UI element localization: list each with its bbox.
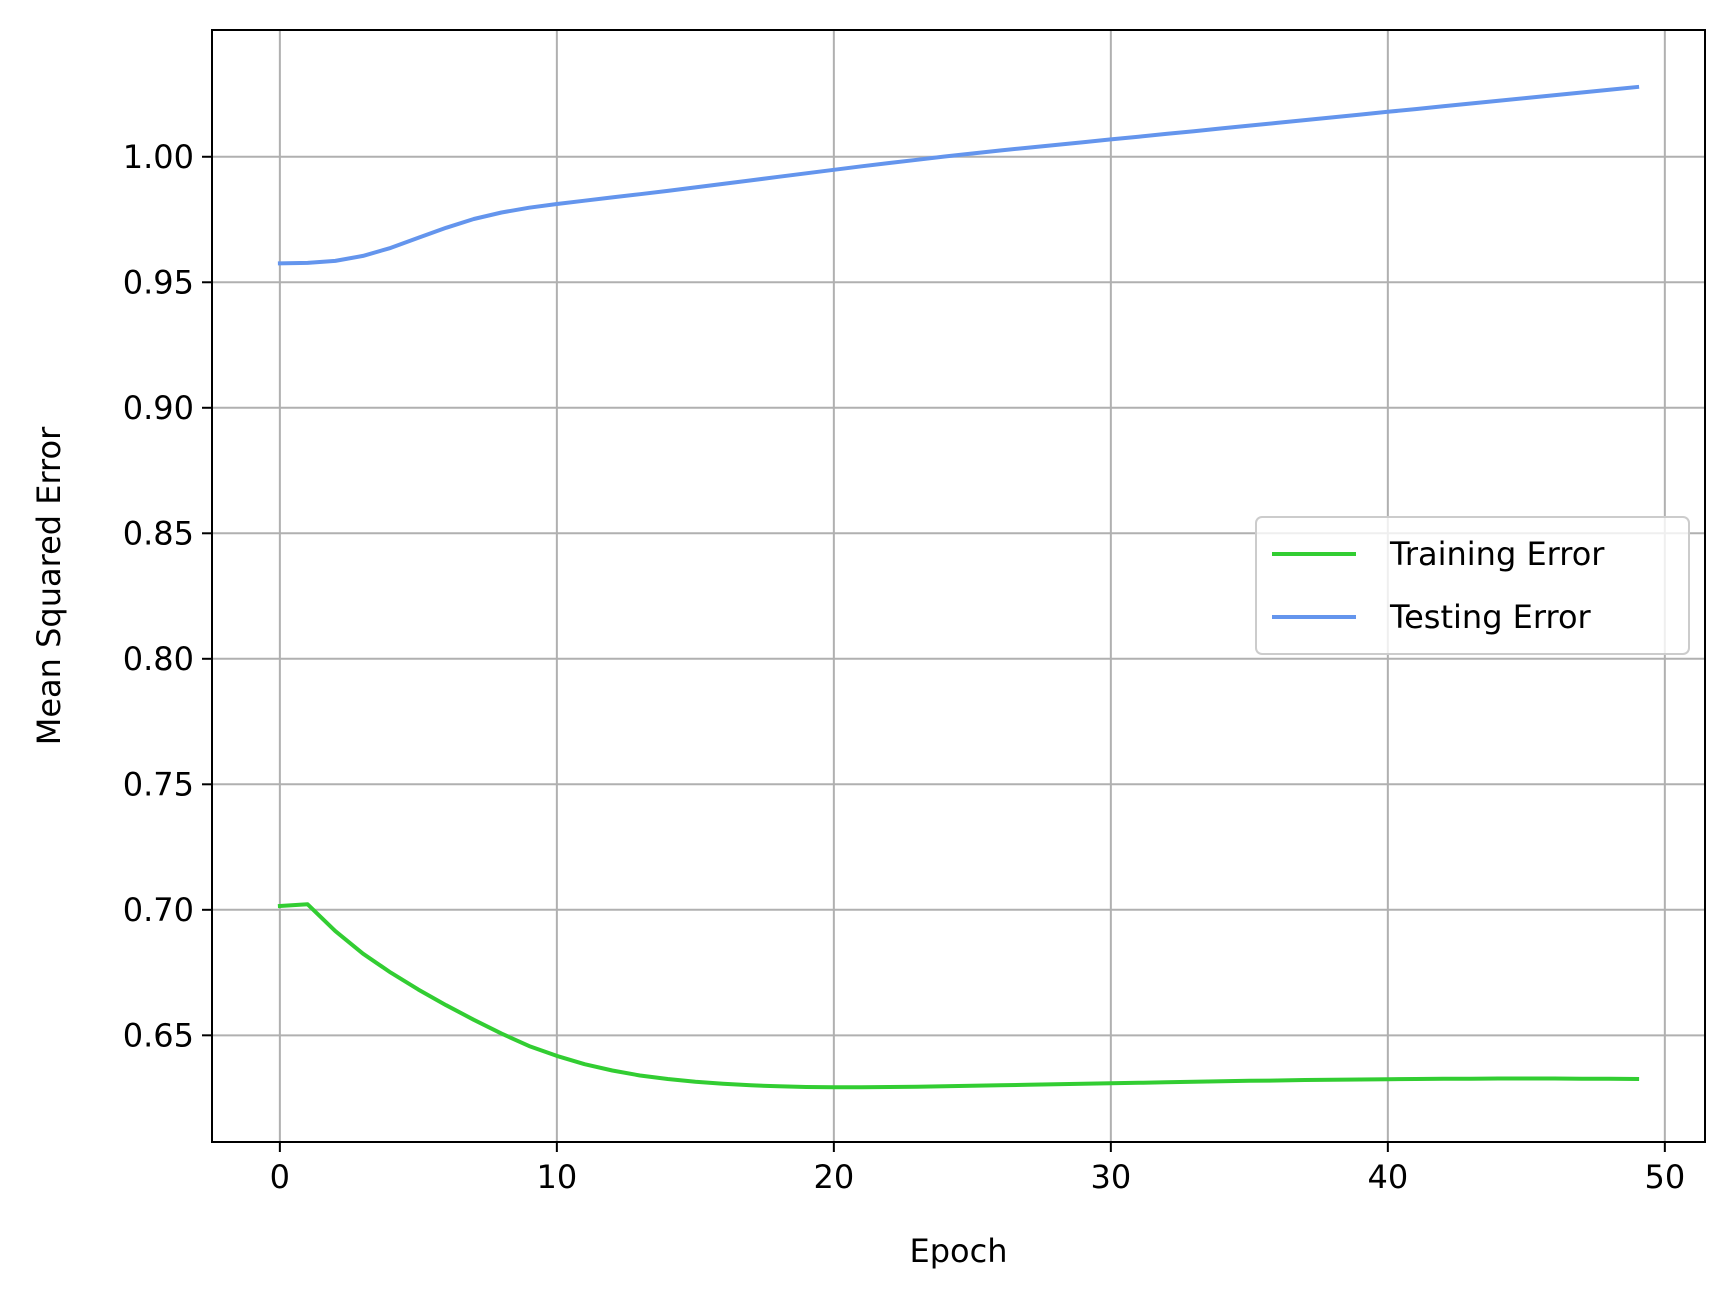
y-tick-label: 0.75 — [123, 765, 194, 803]
legend-box — [1255, 516, 1690, 655]
x-tick-label: 50 — [1644, 1158, 1685, 1196]
testing-error-line — [277, 84, 1640, 266]
y-tick-label: 0.70 — [123, 891, 194, 929]
axis-ticks: 0 10 20 30 40 50 0.65 0.70 0.75 0.80 0.85 0.90 0.95 1… — [123, 138, 1685, 1196]
x-tick-label: 0 — [270, 1158, 290, 1196]
plot-area-frame — [211, 29, 1706, 1143]
x-tick-label: 20 — [813, 1158, 854, 1196]
y-tick-label: 0.80 — [123, 640, 194, 678]
x-tick-label: 30 — [1090, 1158, 1131, 1196]
legend-label-testing: Testing Error — [1389, 598, 1592, 636]
y-tick-label: 0.95 — [123, 263, 194, 301]
y-tick-label: 0.65 — [123, 1016, 194, 1054]
y-tick-label: 0.90 — [123, 389, 194, 427]
x-axis-label: Epoch — [910, 1232, 1008, 1270]
y-tick-label: 0.85 — [123, 514, 194, 552]
y-axis-label: Mean Squared Error — [30, 426, 68, 745]
training-error-line — [277, 902, 1640, 1090]
x-tick-label: 40 — [1367, 1158, 1408, 1196]
legend: Training Error Testing Error — [1255, 516, 1690, 655]
x-tick-label: 10 — [536, 1158, 577, 1196]
series-layer — [277, 84, 1640, 1090]
y-tick-label: 1.00 — [123, 138, 194, 176]
legend-label-training: Training Error — [1389, 535, 1605, 573]
